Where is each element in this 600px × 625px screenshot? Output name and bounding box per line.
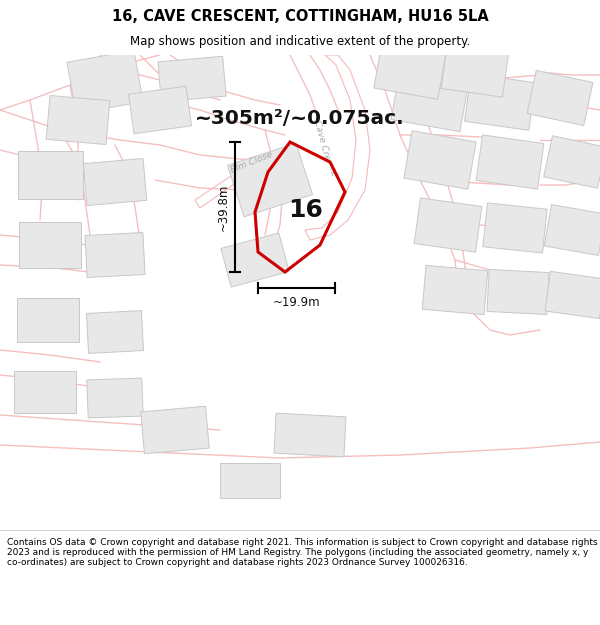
- Bar: [374, 41, 446, 99]
- Bar: [128, 86, 191, 134]
- Bar: [86, 311, 143, 353]
- Text: 16, CAVE CRESCENT, COTTINGHAM, HU16 5LA: 16, CAVE CRESCENT, COTTINGHAM, HU16 5LA: [112, 9, 488, 24]
- Text: Cave Cre: Cave Cre: [313, 119, 332, 161]
- Polygon shape: [305, 55, 370, 240]
- Text: 16: 16: [289, 198, 323, 222]
- Bar: [17, 151, 83, 199]
- Bar: [483, 203, 547, 253]
- Bar: [527, 71, 593, 126]
- Bar: [414, 198, 482, 252]
- Bar: [404, 131, 476, 189]
- Bar: [487, 269, 549, 314]
- Bar: [83, 159, 147, 206]
- Bar: [17, 298, 79, 342]
- Bar: [221, 233, 289, 287]
- Bar: [274, 413, 346, 457]
- Bar: [464, 74, 536, 130]
- Text: nt: nt: [326, 166, 338, 177]
- Text: ~305m²/~0.075ac.: ~305m²/~0.075ac.: [195, 109, 405, 128]
- Polygon shape: [195, 158, 285, 208]
- Bar: [422, 266, 488, 314]
- Bar: [476, 135, 544, 189]
- Bar: [87, 378, 143, 418]
- Bar: [67, 51, 143, 114]
- Bar: [441, 43, 509, 97]
- Bar: [14, 371, 76, 413]
- Bar: [545, 271, 600, 319]
- Bar: [544, 136, 600, 188]
- Bar: [141, 406, 209, 454]
- Bar: [85, 232, 145, 278]
- Bar: [19, 222, 81, 268]
- Bar: [158, 56, 226, 102]
- Text: Map shows position and indicative extent of the property.: Map shows position and indicative extent…: [130, 35, 470, 48]
- Bar: [391, 68, 469, 132]
- Bar: [220, 462, 280, 498]
- Text: Elm Close: Elm Close: [230, 149, 274, 174]
- Bar: [227, 143, 313, 217]
- Text: Contains OS data © Crown copyright and database right 2021. This information is : Contains OS data © Crown copyright and d…: [7, 538, 598, 568]
- Bar: [544, 204, 600, 256]
- Text: ~19.9m: ~19.9m: [272, 296, 320, 309]
- Bar: [46, 96, 110, 144]
- Text: ~39.8m: ~39.8m: [217, 183, 229, 231]
